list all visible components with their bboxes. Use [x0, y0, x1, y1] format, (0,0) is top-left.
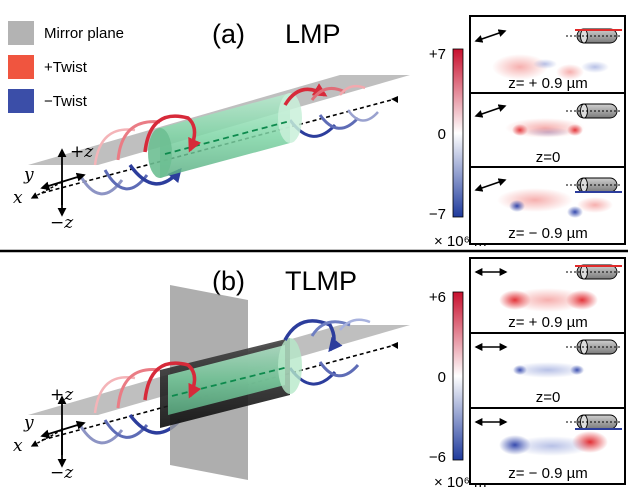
- svg-text:−z: −z: [50, 463, 74, 483]
- svg-text:x: x: [13, 188, 23, 208]
- twist-arc: [310, 86, 346, 101]
- small-cylinder-icon: [566, 339, 622, 355]
- twist-arc: [318, 361, 360, 378]
- legend-swatch-mirror: [8, 21, 34, 45]
- legend-swatch-minus-twist: [8, 89, 34, 113]
- panel-b-tag: (b): [212, 266, 245, 296]
- svg-text:−z: −z: [50, 213, 74, 233]
- panel-b-scene: [28, 285, 410, 480]
- small-cylinder-icon: [566, 264, 622, 280]
- twist-arc: [339, 84, 366, 96]
- legend-label-minus-twist: −Twist: [44, 93, 88, 110]
- panel-a-maps: z= + 0.9 µm z=0 z= − 0.9 µm: [469, 15, 626, 245]
- map-a2-label: z=0: [536, 149, 561, 166]
- svg-text:0: 0: [438, 126, 446, 143]
- map-a3-label: z= − 0.9 µm: [508, 225, 588, 242]
- axes-triad-b: +z −z y x: [13, 385, 86, 483]
- small-cylinder-icon: [566, 103, 622, 119]
- svg-text:+z: +z: [70, 142, 94, 162]
- twist-arc: [128, 163, 182, 186]
- panel-b-maps: z= + 0.9 µm z=0 z= − 0.9 µm: [469, 257, 626, 485]
- panel-b-title: TLMP: [285, 266, 357, 296]
- twist-arc: [116, 367, 161, 409]
- svg-text:+z: +z: [50, 385, 74, 405]
- small-cylinder-icon: [566, 177, 622, 193]
- svg-text:+7: +7: [429, 46, 446, 63]
- twist-arc: [143, 114, 202, 153]
- small-cylinder-icon: [566, 414, 622, 430]
- axes-triad-a: +z −z y x: [13, 142, 94, 233]
- legend: Mirror plane +Twist −Twist: [8, 21, 124, 113]
- panel-a-title: LMP: [285, 19, 341, 49]
- svg-text:−6: −6: [429, 449, 446, 466]
- map-b1-label: z= + 0.9 µm: [508, 314, 588, 331]
- panel-a-scene: [28, 75, 410, 196]
- map-b2-label: z=0: [536, 389, 561, 406]
- twist-arc: [339, 318, 371, 331]
- panel-a-colorbar: +7 0 −7 × 10⁶ m⁻¹: [429, 46, 499, 250]
- twist-arc: [283, 319, 343, 353]
- small-cylinder-icon: [566, 28, 622, 44]
- svg-text:y: y: [23, 413, 34, 433]
- nanorod: [160, 93, 290, 178]
- map-b3-label: z= − 0.9 µm: [508, 465, 588, 482]
- twist-arc: [318, 114, 360, 130]
- svg-text:y: y: [23, 165, 34, 185]
- twist-arc: [346, 109, 379, 122]
- svg-text:+6: +6: [429, 289, 446, 306]
- twist-arc: [116, 120, 161, 161]
- legend-label-plus-twist: +Twist: [44, 59, 88, 76]
- twist-arc: [143, 361, 202, 401]
- twist-arc: [103, 419, 149, 439]
- svg-text:−7: −7: [429, 206, 446, 223]
- panel-a-tag: (a): [212, 19, 245, 49]
- legend-swatch-plus-twist: [8, 55, 34, 79]
- legend-label-mirror: Mirror plane: [44, 25, 124, 42]
- twist-arc: [103, 169, 149, 191]
- svg-text:x: x: [13, 436, 23, 456]
- map-a1-label: z= + 0.9 µm: [508, 75, 588, 92]
- svg-text:0: 0: [438, 369, 446, 386]
